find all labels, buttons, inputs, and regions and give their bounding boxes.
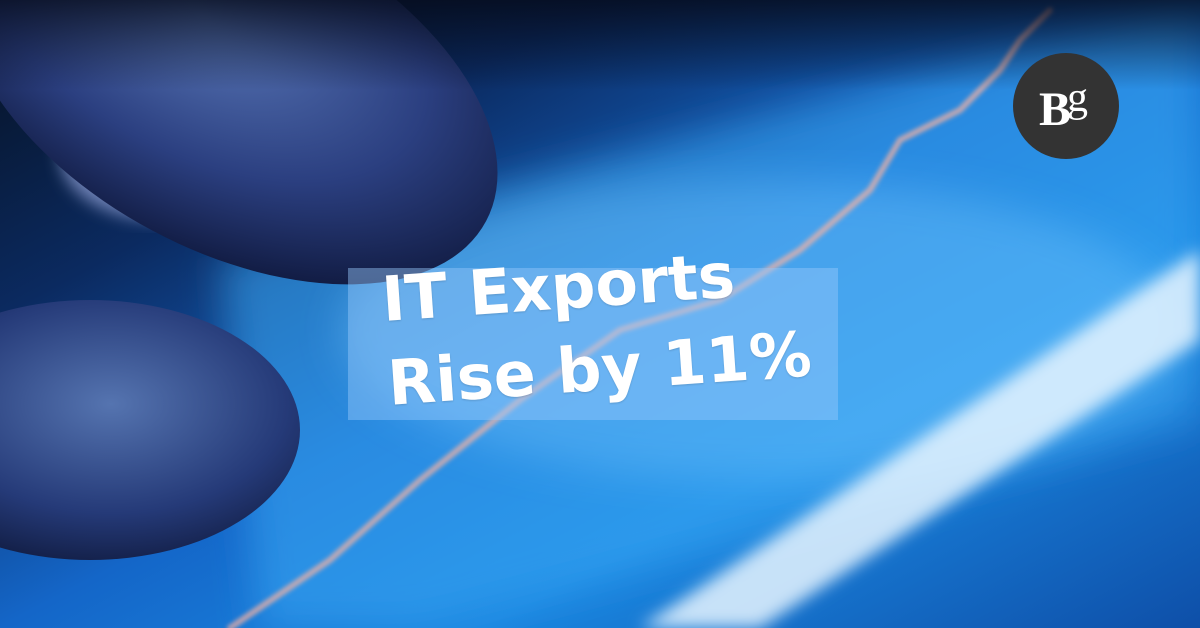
svg-text:B: B [1039, 83, 1071, 136]
top-shadow [0, 0, 1200, 90]
screen-highlight [340, 180, 1180, 480]
svg-text:g: g [1067, 75, 1088, 121]
headline: IT Exports Rise by 11% [379, 228, 830, 426]
screen-glare [640, 250, 1200, 628]
brand-logo: B g [1013, 53, 1119, 159]
thumb [0, 300, 300, 560]
headline-panel [348, 268, 838, 420]
brand-logo-icon: B g [1039, 75, 1088, 136]
